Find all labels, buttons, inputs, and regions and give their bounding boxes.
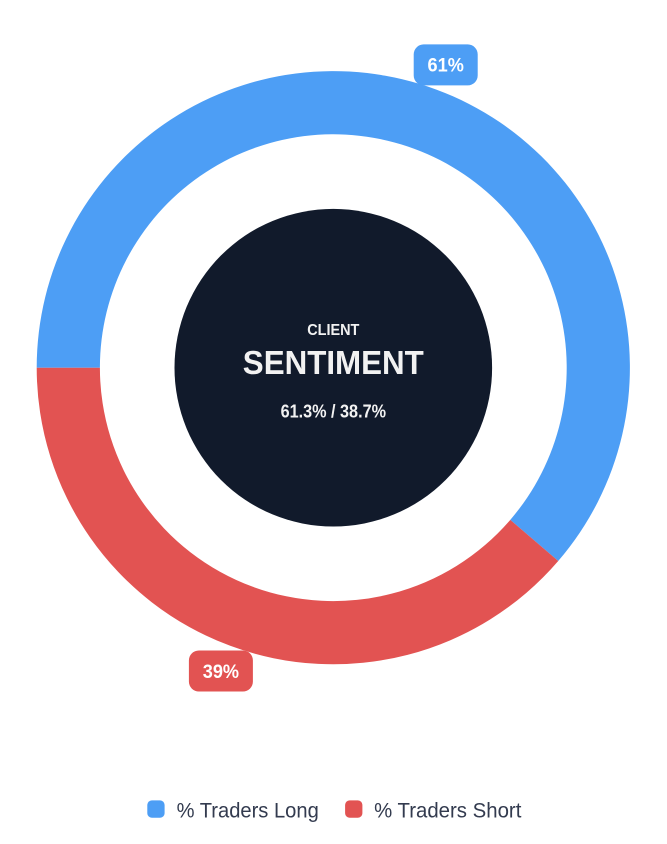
svg-text:% Traders Long: % Traders Long [177, 799, 319, 822]
svg-text:SENTIMENT: SENTIMENT [243, 345, 424, 382]
svg-text:61%: 61% [428, 54, 464, 76]
svg-text:61.3% / 38.7%: 61.3% / 38.7% [281, 401, 386, 422]
svg-text:CLIENT: CLIENT [307, 322, 359, 339]
svg-text:39%: 39% [203, 661, 239, 683]
svg-text:% Traders Short: % Traders Short [374, 799, 521, 822]
